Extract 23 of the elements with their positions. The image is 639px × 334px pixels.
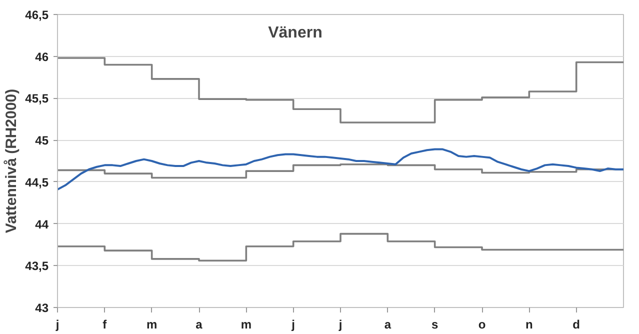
x-tick-label: f bbox=[102, 318, 108, 332]
x-tick-label: n bbox=[526, 318, 533, 332]
x-tick-label: s bbox=[431, 318, 438, 332]
x-tick-label: d bbox=[572, 318, 580, 332]
y-axis-title: Vattennivå (RH2000) bbox=[3, 88, 20, 234]
x-tick-label: m bbox=[240, 318, 252, 332]
y-tick-label: 43,5 bbox=[25, 259, 49, 274]
x-tick-label: m bbox=[146, 318, 158, 332]
y-tick-label: 44,5 bbox=[25, 175, 49, 190]
y-tick-label: 44 bbox=[35, 217, 49, 232]
x-tick-label: j bbox=[54, 318, 60, 332]
x-tick-label: a bbox=[384, 318, 392, 332]
y-tick-label: 45,5 bbox=[25, 92, 49, 106]
y-tick-label: 46,5 bbox=[25, 8, 49, 22]
x-tick-label: a bbox=[196, 318, 203, 332]
y-tick-label: 43 bbox=[35, 301, 49, 315]
text: Vänern bbox=[268, 24, 322, 42]
line-series bbox=[58, 148, 624, 190]
y-tick-label: 46 bbox=[35, 50, 49, 64]
x-tick-label: o bbox=[478, 318, 486, 332]
x-tick-label: j bbox=[290, 318, 296, 332]
x-tick-label: j bbox=[338, 318, 342, 332]
y-tick-label: 45 bbox=[35, 134, 49, 148]
